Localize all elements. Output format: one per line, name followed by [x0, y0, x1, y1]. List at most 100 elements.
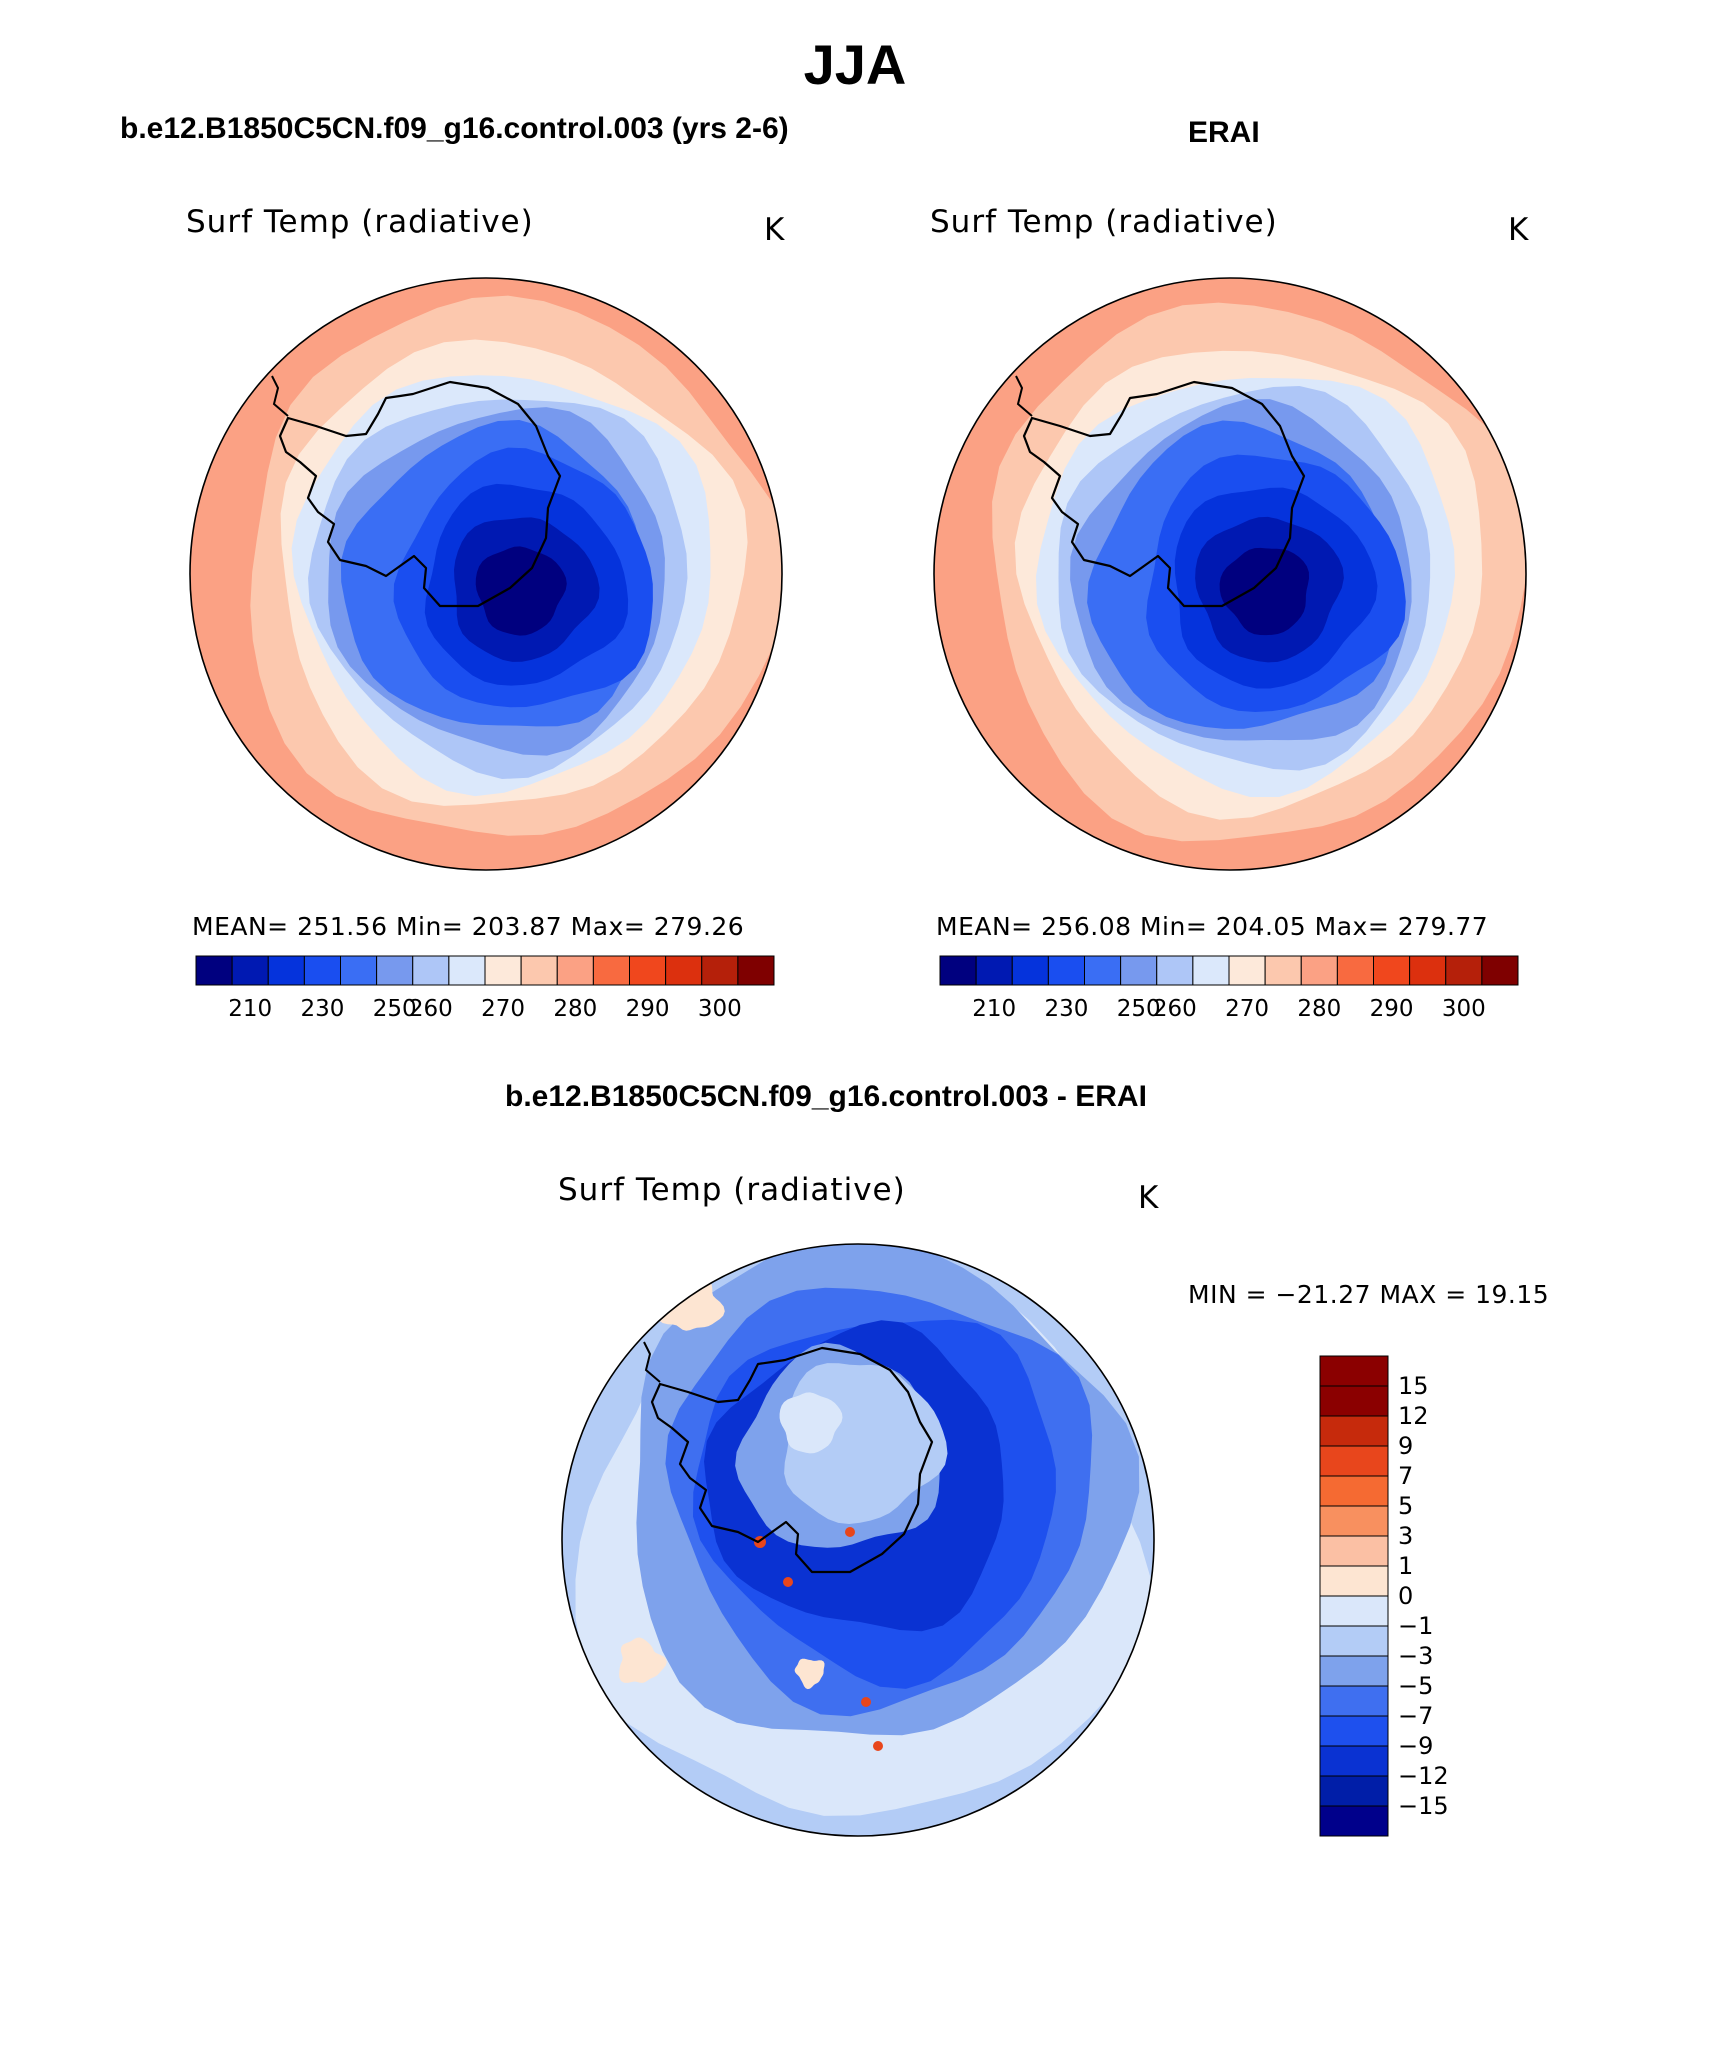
colorbar-tick-label: −15	[1398, 1792, 1449, 1820]
diff-frame	[561, 1243, 1155, 1837]
panel1-frame	[189, 277, 783, 871]
colorbar-tick-label: 290	[1369, 996, 1414, 1022]
colorbar-swatch	[1319, 1415, 1389, 1447]
colorbar-swatch	[1319, 1685, 1389, 1717]
diff-colorbar	[1319, 1355, 1389, 1837]
colorbar-swatch	[1481, 955, 1519, 986]
diff-hotspot	[873, 1741, 883, 1751]
colorbar-swatch	[303, 955, 341, 986]
colorbar-swatch	[1319, 1385, 1389, 1417]
colorbar-tick-label: 270	[1225, 996, 1270, 1022]
colorbar-swatch	[1319, 1775, 1389, 1807]
colorbar-tick-label: −9	[1398, 1732, 1434, 1760]
colorbar-tick-label: 3	[1398, 1522, 1414, 1550]
diff-hotspot	[783, 1577, 793, 1587]
colorbar-swatch	[1319, 1505, 1389, 1537]
colorbar-swatch	[412, 955, 450, 986]
colorbar-tick-label: 290	[625, 996, 670, 1022]
colorbar-tick-label: 15	[1398, 1372, 1429, 1400]
colorbar-swatch	[592, 955, 630, 986]
colorbar-tick-label: 270	[481, 996, 526, 1022]
panel1-units-label: K	[764, 212, 785, 248]
diff-coastline	[650, 1346, 934, 1574]
colorbar-tick-label: 260	[1152, 996, 1197, 1022]
panel1-contour-band	[475, 546, 567, 636]
colorbar-tick-label: 7	[1398, 1462, 1414, 1490]
colorbar-swatch	[1319, 1625, 1389, 1657]
panel1-stats: MEAN= 251.56 Min= 203.87 Max= 279.26	[192, 912, 745, 941]
colorbar-swatch	[1319, 1745, 1389, 1777]
colorbar-swatch	[448, 955, 486, 986]
colorbar-tick-label: −5	[1398, 1672, 1434, 1700]
colorbar-swatch	[1011, 955, 1049, 986]
colorbar-tick-label: 210	[228, 996, 273, 1022]
colorbar-tick-label: −3	[1398, 1642, 1434, 1670]
colorbar-swatch	[1373, 955, 1411, 986]
panel2-contour-band	[1219, 547, 1309, 636]
colorbar-swatch	[556, 955, 594, 986]
panel2-frame	[933, 277, 1527, 871]
colorbar-tick-label: 260	[408, 996, 453, 1022]
colorbar-swatch	[1445, 955, 1483, 986]
colorbar-swatch	[1319, 1805, 1389, 1837]
colorbar-swatch	[1156, 955, 1194, 986]
panel2-stats: MEAN= 256.08 Min= 204.05 Max= 279.77	[936, 912, 1489, 941]
panel2-coastline-peninsula	[1015, 375, 1033, 417]
page-title: JJA	[803, 33, 907, 96]
panel1-polar-map	[189, 277, 783, 871]
diff-warm-patch	[619, 1637, 667, 1683]
colorbar-swatch	[520, 955, 558, 986]
colorbar-tick-label: 230	[300, 996, 345, 1022]
panel2-units-label: K	[1508, 212, 1529, 248]
colorbar-swatch	[1319, 1655, 1389, 1687]
diff-coastline-peninsula	[643, 1341, 661, 1383]
colorbar-swatch	[1319, 1595, 1389, 1627]
colorbar-swatch	[1409, 955, 1447, 986]
panel1-colorbar	[195, 955, 775, 986]
colorbar-swatch	[1300, 955, 1338, 986]
colorbar-swatch	[701, 955, 739, 986]
panel1-variable-label: Surf Temp (radiative)	[186, 204, 534, 240]
colorbar-tick-label: 9	[1398, 1432, 1414, 1460]
colorbar-swatch	[737, 955, 775, 986]
colorbar-swatch	[1084, 955, 1122, 986]
panel2-coastline	[1022, 380, 1306, 608]
diff-hotspot	[845, 1527, 855, 1537]
colorbar-swatch	[1336, 955, 1374, 986]
colorbar-swatch	[1319, 1475, 1389, 1507]
colorbar-tick-label: −1	[1398, 1612, 1434, 1640]
colorbar-swatch	[1319, 1715, 1389, 1747]
colorbar-swatch	[1319, 1355, 1389, 1387]
panel1-coastline-peninsula	[271, 375, 289, 417]
diff-polar-map	[561, 1243, 1155, 1837]
colorbar-tick-label: 0	[1398, 1582, 1414, 1610]
colorbar-swatch	[1319, 1565, 1389, 1597]
diff-warm-patch	[656, 1269, 725, 1331]
diff-units-label: K	[1138, 1180, 1159, 1216]
colorbar-swatch	[376, 955, 414, 986]
colorbar-tick-label: −12	[1398, 1762, 1449, 1790]
diff-hotspot	[861, 1697, 871, 1707]
diff-contour-band	[779, 1392, 843, 1454]
colorbar-tick-label: 280	[1297, 996, 1342, 1022]
colorbar-tick-label: 250	[1116, 996, 1161, 1022]
colorbar-tick-label: 300	[697, 996, 742, 1022]
panel1-case-title: b.e12.B1850C5CN.f09_g16.control.003 (yrs…	[120, 112, 789, 145]
diff-warm-patch	[1053, 1274, 1111, 1332]
colorbar-swatch	[629, 955, 667, 986]
panel2-colorbar	[939, 955, 1519, 986]
colorbar-tick-label: 12	[1398, 1402, 1429, 1430]
diff-minmax: MIN = −21.27 MAX = 19.15	[1188, 1280, 1550, 1309]
colorbar-swatch	[1228, 955, 1266, 986]
colorbar-swatch	[484, 955, 522, 986]
colorbar-swatch	[231, 955, 269, 986]
panel2-case-title: ERAI	[1188, 116, 1260, 149]
panel1-coastline	[278, 380, 562, 608]
colorbar-swatch	[975, 955, 1013, 986]
colorbar-swatch	[1264, 955, 1302, 986]
colorbar-swatch	[340, 955, 378, 986]
colorbar-swatch	[1192, 955, 1230, 986]
diff-variable-label: Surf Temp (radiative)	[558, 1172, 906, 1208]
colorbar-tick-label: 210	[972, 996, 1017, 1022]
colorbar-swatch	[1319, 1535, 1389, 1567]
